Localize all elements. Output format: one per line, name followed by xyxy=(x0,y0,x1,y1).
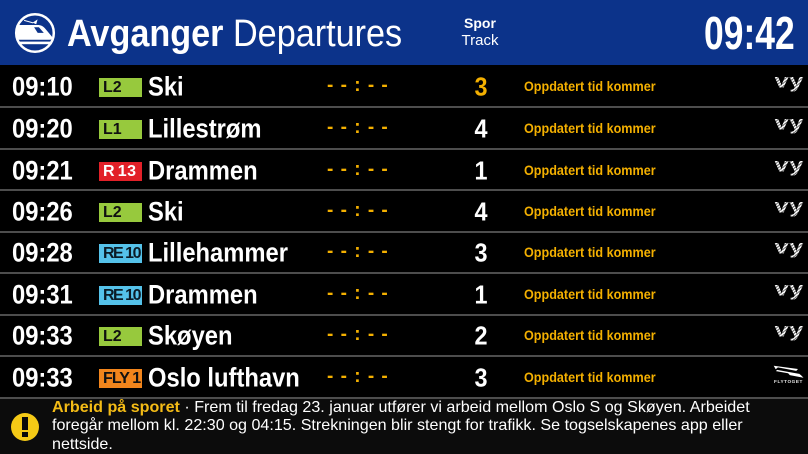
svg-text:FLYTOGET: FLYTOGET xyxy=(774,379,803,384)
